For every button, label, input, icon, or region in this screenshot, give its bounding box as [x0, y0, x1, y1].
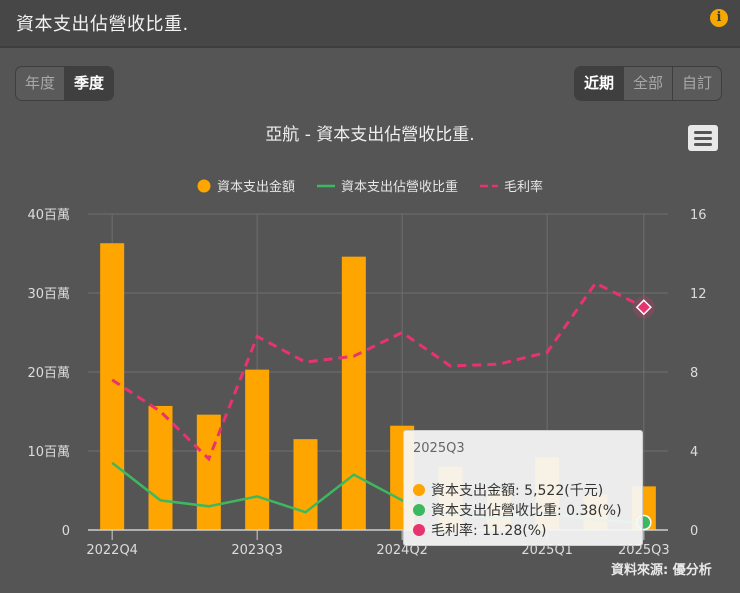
- y-axis-left-label: 40百萬: [27, 208, 70, 223]
- bar: [245, 369, 270, 530]
- x-axis-label: 2024Q2: [376, 543, 428, 558]
- y-axis-right-label: 0: [690, 524, 698, 539]
- bar: [341, 256, 366, 530]
- period-annual-button[interactable]: 年度: [16, 67, 66, 100]
- legend-item-gross-margin[interactable]: 毛利率: [480, 176, 543, 195]
- bar: [100, 243, 125, 531]
- line-marker-icon: [316, 184, 335, 187]
- circle-marker-icon: [197, 179, 211, 192]
- chart-legend: 資本支出金額 資本支出佔營收比重 毛利率: [0, 176, 740, 195]
- chart-tooltip: 2025Q3 資本支出金額: 5,522(千元) 資本支出佔營收比重: 0.38…: [403, 430, 643, 546]
- range-recent-button[interactable]: 近期: [575, 67, 625, 100]
- x-axis-label: 2023Q3: [231, 543, 283, 558]
- x-axis-label: 2025Q1: [521, 543, 573, 558]
- panel-title: 資本支出佔營收比重.: [16, 14, 189, 35]
- info-icon[interactable]: i: [710, 9, 728, 27]
- gross-margin-line: [111, 281, 645, 462]
- range-toggle: 近期 全部 自訂: [574, 66, 723, 101]
- dash-marker-icon: [480, 184, 498, 187]
- period-quarterly-button[interactable]: 季度: [65, 67, 114, 100]
- pink-dot-icon: [413, 524, 425, 536]
- x-axis-label: 2025Q3: [618, 543, 670, 558]
- hamburger-menu-icon[interactable]: [688, 125, 718, 151]
- y-axis-right-label: 12: [690, 287, 707, 302]
- data-source-label: 資料來源: 優分析: [611, 563, 712, 578]
- chart-title: 亞航 - 資本支出佔營收比重.: [265, 125, 475, 145]
- gross-margin-diamond-marker: [635, 299, 652, 316]
- y-axis-right-label: 16: [690, 208, 707, 223]
- orange-dot-icon: [413, 484, 425, 496]
- tooltip-title: 2025Q3: [413, 441, 465, 456]
- green-dot-icon: [413, 504, 425, 516]
- y-axis-left-label: 10百萬: [27, 445, 70, 460]
- x-axis-label: 2022Q4: [86, 543, 138, 558]
- legend-item-capex[interactable]: 資本支出金額: [197, 176, 295, 195]
- tooltip-row-ratio: 資本支出佔營收比重: 0.38(%): [413, 500, 622, 520]
- legend-item-capex-ratio[interactable]: 資本支出佔營收比重: [316, 176, 458, 195]
- y-axis-right-label: 4: [690, 445, 698, 460]
- range-all-button[interactable]: 全部: [624, 67, 674, 100]
- y-axis-right-label: 8: [690, 366, 698, 381]
- tooltip-row-margin: 毛利率: 11.28(%): [413, 520, 546, 540]
- bar: [148, 405, 173, 530]
- y-axis-left-label: 20百萬: [27, 366, 70, 381]
- period-toggle: 年度 季度: [15, 66, 115, 101]
- range-custom-button[interactable]: 自訂: [682, 74, 713, 92]
- y-axis-left-label: 30百萬: [27, 287, 70, 302]
- y-axis-left-label: 0: [62, 524, 70, 539]
- bar: [196, 414, 221, 530]
- panel-header: 資本支出佔營收比重. i: [0, 0, 740, 48]
- tooltip-row-capex: 資本支出金額: 5,522(千元): [413, 480, 603, 500]
- bar: [293, 439, 318, 530]
